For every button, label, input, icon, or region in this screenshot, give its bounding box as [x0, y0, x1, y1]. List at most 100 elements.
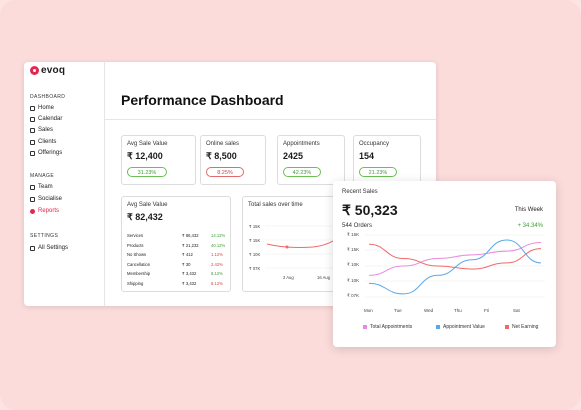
kpi-label: Avg Sale Value	[127, 141, 168, 147]
legend-appointment-value[interactable]: Appointment Value	[436, 324, 485, 330]
x-tick-label: Fri	[484, 308, 490, 313]
row-change: 2.42%	[211, 261, 223, 267]
row-name: Services	[127, 233, 144, 238]
breakdown-row: Services ₹ 86,432 14.12%	[127, 233, 227, 240]
kpi-change-badge: 21.23%	[359, 167, 397, 177]
sidebar-item-calendar[interactable]: Calendar	[30, 116, 62, 122]
y-tick-label: ₹ 10K	[347, 262, 360, 267]
kpi-value: ₹ 8,500	[206, 151, 237, 161]
header-divider	[104, 119, 436, 120]
y-tick-label: ₹ 15K	[347, 232, 360, 237]
reports-icon	[30, 208, 35, 214]
sidebar-item-label: Clients	[38, 139, 57, 145]
legend-total-appointments[interactable]: Total Appointments	[363, 324, 412, 330]
legend-net-earning[interactable]: Net Earning	[505, 324, 538, 330]
sidebar-item-home[interactable]: Home	[30, 105, 54, 111]
sales-icon	[30, 127, 35, 133]
kpi-label: Online sales	[206, 141, 240, 147]
total-sales-chart	[265, 225, 342, 269]
kpi-label: Appointments	[283, 141, 320, 147]
x-tick-label: Sat	[513, 308, 520, 313]
row-name: Membership	[127, 271, 151, 276]
sidebar-item-label: Home	[38, 105, 55, 111]
sidebar-section-manage: MANAGE	[30, 173, 55, 179]
growth-percentage: + 34.34%	[517, 223, 543, 229]
kpi-change-badge: 8.25%	[206, 167, 244, 177]
avg-sale-value-card[interactable]: Avg Sale Value ₹ 82,432 Services ₹ 86,432…	[121, 196, 231, 292]
sidebar-item-label: Reports	[38, 208, 60, 214]
row-amount: ₹ 86,432	[182, 233, 199, 238]
kpi-card-online-sales[interactable]: Online sales ₹ 8,500 8.25%	[200, 135, 266, 185]
logo-icon	[30, 66, 39, 75]
x-tick-label: Mon	[364, 308, 373, 313]
total-sales-card[interactable]: Total sales over time ₹ 15K ₹ 15K ₹ 10K …	[242, 196, 342, 292]
x-tick-label: 16 Aug	[317, 275, 331, 280]
row-amount: ₹ 3,432	[182, 271, 197, 276]
team-icon	[30, 184, 35, 190]
kpi-value: 2425	[283, 151, 304, 161]
sidebar-item-reports[interactable]: Reports	[30, 208, 59, 214]
brand-name: evoq	[41, 65, 66, 76]
row-change: 8.12%	[211, 280, 223, 286]
card-label: Recent Sales	[342, 189, 378, 195]
sidebar-item-all-settings[interactable]: All Settings	[30, 245, 68, 251]
kpi-change-badge: 31.23%	[127, 167, 167, 177]
sidebar-item-label: Team	[38, 184, 53, 190]
sidebar-item-socialise[interactable]: Socialise	[30, 196, 62, 202]
row-name: No Shows	[127, 252, 147, 257]
x-tick-label: Thu	[454, 308, 462, 313]
recent-sales-value: ₹ 50,323	[342, 202, 398, 218]
series-line-total-appointments	[368, 241, 542, 276]
series-line-net-earning	[368, 243, 542, 270]
card-label: Total sales over time	[248, 202, 303, 208]
sidebar: evoq DASHBOARD Home Calendar Sales Clien…	[24, 62, 105, 306]
calendar-icon	[30, 116, 35, 122]
row-change: 40.12%	[211, 242, 226, 248]
sidebar-item-label: Sales	[38, 127, 54, 133]
breakdown-row: Cancellation ₹ 30 2.42%	[127, 262, 227, 269]
kpi-value: ₹ 12,400	[127, 151, 163, 161]
row-name: Products	[127, 242, 144, 248]
sidebar-item-label: All Settings	[38, 245, 69, 251]
row-amount: ₹ 3,432	[182, 280, 197, 286]
y-tick-label: ₹ 10K	[347, 278, 360, 283]
sidebar-item-clients[interactable]: Clients	[30, 139, 56, 145]
brand-logo[interactable]: evoq	[30, 65, 65, 76]
row-change: 8.12%	[211, 271, 223, 276]
socialise-icon	[30, 196, 35, 202]
row-change: 14.12%	[211, 233, 226, 238]
legend-swatch	[363, 325, 367, 329]
orders-count: 544 Orders	[342, 223, 373, 229]
legend-label: Total Appointments	[370, 324, 413, 330]
clients-icon	[30, 139, 35, 145]
sidebar-item-label: Offerings	[38, 150, 63, 156]
kpi-card-occupancy[interactable]: Occupancy 154 21.23%	[353, 135, 421, 185]
sidebar-item-sales[interactable]: Sales	[30, 127, 53, 133]
sidebar-item-label: Calendar	[38, 116, 63, 122]
y-tick-label: ₹ 15K	[249, 224, 261, 229]
legend-label: Appointment Value	[443, 324, 485, 330]
settings-icon	[30, 245, 35, 251]
row-amount: ₹ 30	[182, 261, 191, 267]
breakdown-row: Products ₹ 21,232 40.12%	[127, 243, 227, 250]
y-tick-label: ₹ 10K	[249, 252, 261, 257]
recent-sales-card[interactable]: Recent Sales ₹ 50,323 This Week 544 Orde…	[333, 181, 556, 347]
breakdown-row: Shipping ₹ 3,432 8.12%	[127, 281, 227, 288]
period-selector[interactable]: This Week	[514, 207, 543, 213]
legend-label: Net Earning	[512, 324, 539, 330]
x-tick-label: Wed	[424, 308, 434, 313]
kpi-card-appointments[interactable]: Appointments 2425 42.23%	[277, 135, 345, 185]
home-icon	[30, 105, 35, 111]
x-tick-label: 2 Aug	[283, 275, 294, 280]
kpi-change-badge: 42.23%	[283, 167, 321, 177]
x-tick-label: Tue	[394, 308, 402, 313]
sidebar-item-offerings[interactable]: Offerings	[30, 150, 62, 156]
page-title: Performance Dashboard	[121, 92, 284, 108]
row-name: Shipping	[127, 280, 144, 286]
sidebar-item-team[interactable]: Team	[30, 184, 53, 190]
row-amount: ₹ 412	[182, 252, 193, 257]
kpi-card-avg-sale-value[interactable]: Avg Sale Value ₹ 12,400 31.23%	[121, 135, 196, 185]
kpi-value: 154	[359, 151, 375, 161]
legend-swatch	[436, 325, 440, 329]
row-change: 1.12%	[211, 252, 223, 257]
